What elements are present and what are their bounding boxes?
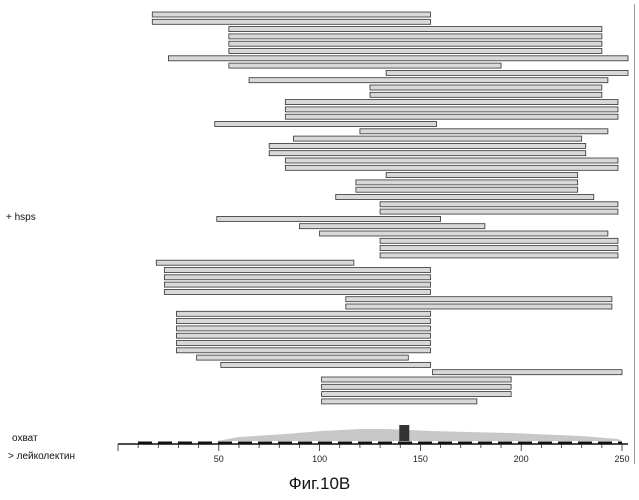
hsp-bar <box>221 362 431 367</box>
axis-tick-label: 100 <box>312 454 327 464</box>
hsp-bar <box>285 165 618 170</box>
hsp-bar <box>164 282 430 287</box>
hsp-bar <box>346 304 612 309</box>
hsp-bar <box>336 195 594 200</box>
axis-tick-label: 200 <box>514 454 529 464</box>
hsp-bar <box>269 143 586 148</box>
hsp-bar <box>380 238 618 243</box>
hsp-bar <box>370 92 602 97</box>
axis-tick-label: 250 <box>614 454 629 464</box>
coverage-peak-marker <box>399 425 409 441</box>
hsp-bar <box>356 187 578 192</box>
hsp-bar <box>360 129 608 134</box>
hsp-bar <box>322 392 512 397</box>
hsp-bar <box>346 297 612 302</box>
hsp-bar <box>285 107 618 112</box>
hsp-bar <box>229 34 602 39</box>
hsp-bar <box>380 253 618 258</box>
hsp-bar <box>386 173 578 178</box>
gene-track-label: > лейколектин <box>8 451 75 462</box>
coverage-profile <box>217 429 622 441</box>
hsp-bar <box>269 151 586 156</box>
hsp-bar <box>293 136 581 141</box>
hsp-bar <box>386 70 628 75</box>
hsp-bar <box>322 399 477 404</box>
hsp-bar <box>299 224 484 229</box>
hsp-bar <box>229 41 602 46</box>
hsp-bar <box>320 231 608 236</box>
hsp-bar <box>176 326 430 331</box>
hsp-bar <box>285 100 618 105</box>
hsp-bar <box>432 370 622 375</box>
hsp-bar <box>370 85 602 90</box>
alignment-plot: 50 100 150 200 250 <box>0 0 639 470</box>
hsp-bar <box>229 27 602 32</box>
hsp-bar <box>164 268 430 273</box>
hsp-bar <box>380 246 618 251</box>
hsp-bar <box>322 377 512 382</box>
axis-tick-label: 50 <box>214 454 224 464</box>
hsp-bar <box>229 63 501 68</box>
hsp-bar <box>176 333 430 338</box>
hsp-bar <box>176 348 430 353</box>
hsp-bar <box>156 260 354 265</box>
hsp-bar <box>152 19 430 24</box>
hsp-bar <box>197 355 409 360</box>
hsp-bar <box>380 202 618 207</box>
figure-caption: Фиг.10B <box>0 474 639 494</box>
hsp-bar <box>176 319 430 324</box>
hsp-bar <box>249 78 608 83</box>
hsp-bar <box>168 56 628 61</box>
hsp-bar <box>217 216 441 221</box>
hsp-bar <box>164 275 430 280</box>
hsp-bar <box>215 122 437 127</box>
hsp-bar <box>285 158 618 163</box>
hsp-bar <box>285 114 618 119</box>
axis-tick-label: 150 <box>413 454 428 464</box>
hsp-bar <box>164 289 430 294</box>
hsps-track-label: + hsps <box>6 212 36 223</box>
hsp-bar <box>176 311 430 316</box>
hsp-bar <box>229 49 602 54</box>
hsp-bar <box>356 180 578 185</box>
hsp-bar <box>176 341 430 346</box>
coverage-track-label: охват <box>12 433 38 444</box>
hsp-bar <box>322 384 512 389</box>
hsp-bar <box>380 209 618 214</box>
hsp-bar <box>152 12 430 17</box>
